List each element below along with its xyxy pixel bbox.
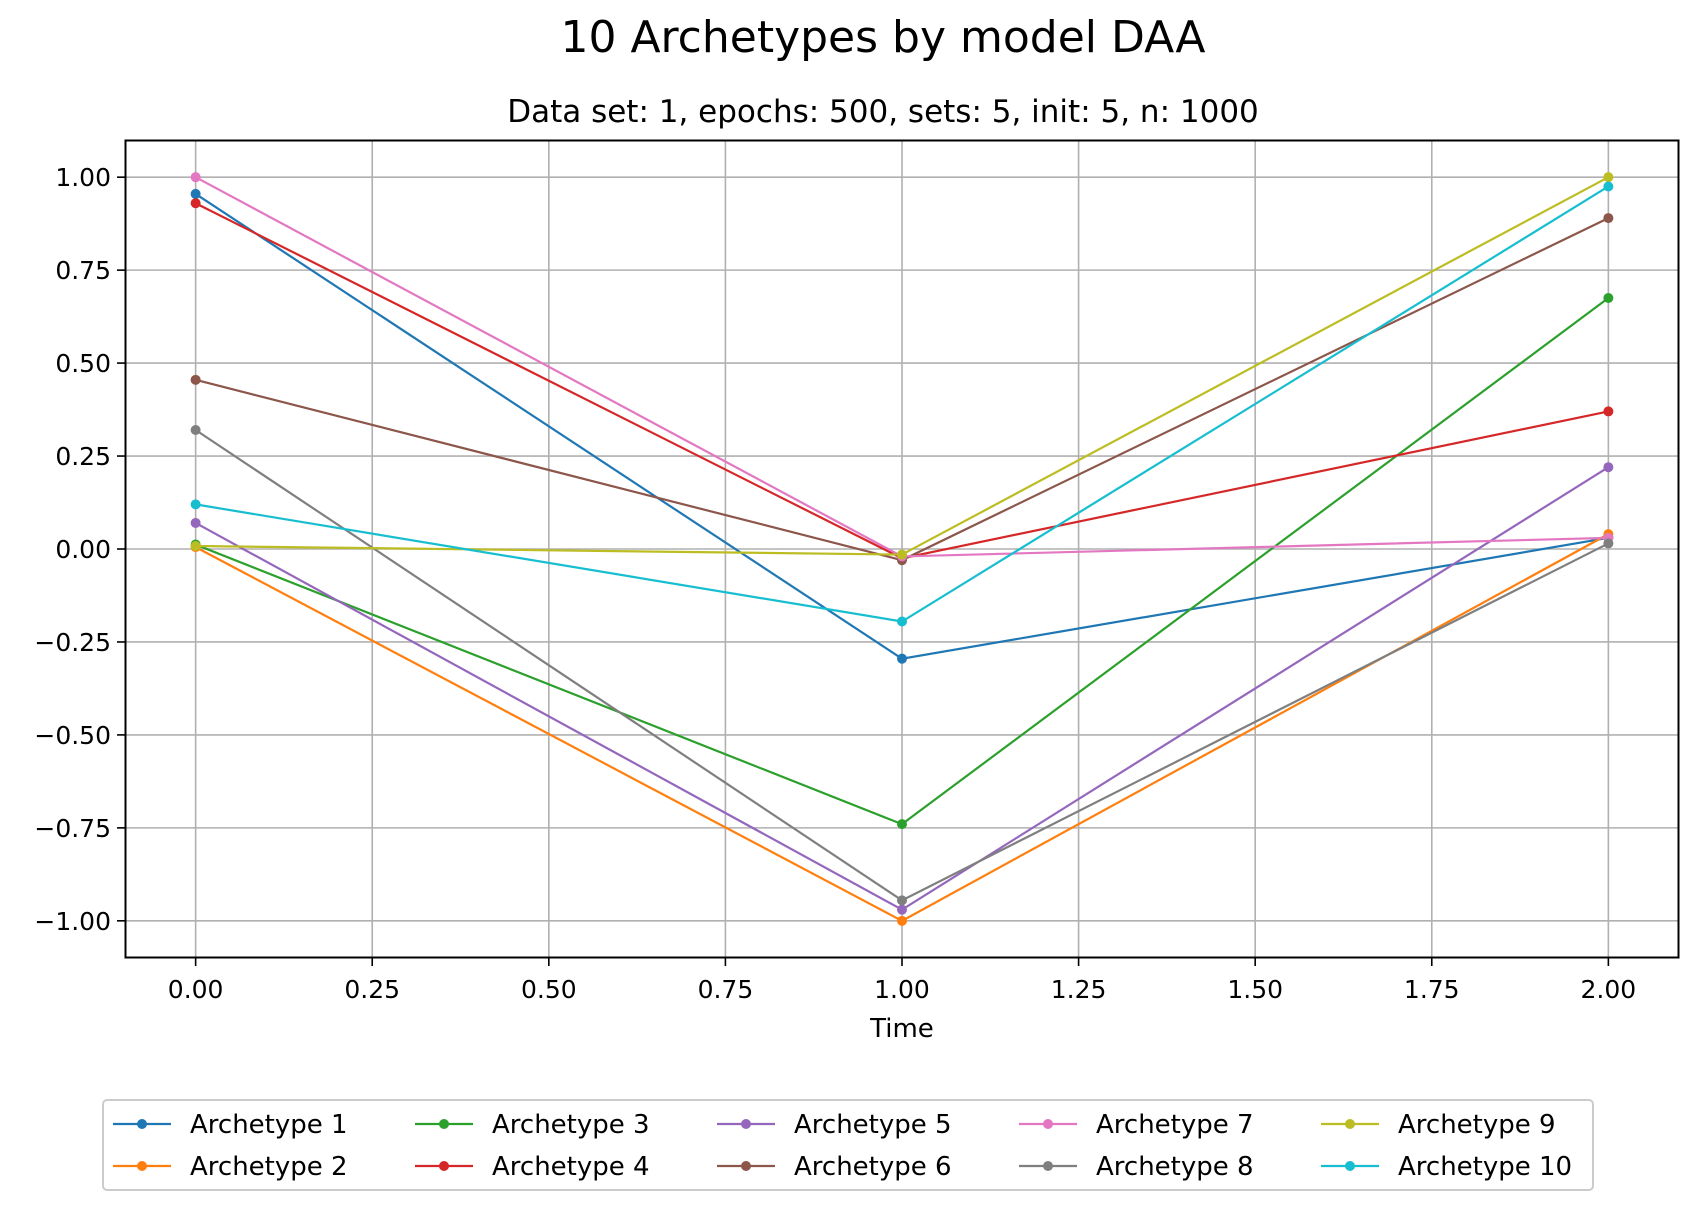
chart-title: 10 Archetypes by model DAA	[560, 12, 1205, 63]
legend-item: Archetype 2	[113, 1152, 348, 1182]
legend-label: Archetype 2	[190, 1152, 348, 1182]
x-tick-label: 0.75	[698, 975, 754, 1004]
x-tick-label: 2.00	[1581, 975, 1637, 1004]
x-tick-label: 1.00	[874, 975, 930, 1004]
y-tick-label: −1.00	[34, 907, 111, 936]
legend-item: Archetype 3	[415, 1110, 650, 1140]
y-tick-label: −0.25	[34, 628, 111, 657]
y-tick-label: 0.50	[55, 349, 111, 378]
data-point	[190, 499, 201, 510]
y-tick-label: 1.00	[55, 163, 111, 192]
legend-item: Archetype 9	[1321, 1110, 1556, 1140]
chart-subtitle: Data set: 1, epochs: 500, sets: 5, init:…	[507, 94, 1259, 130]
x-tick-label: 0.50	[521, 975, 577, 1004]
data-point	[1603, 172, 1614, 183]
series-5	[190, 462, 1614, 915]
plot-area-frame	[124, 139, 1680, 959]
legend-item: Archetype 8	[1019, 1152, 1254, 1182]
data-point	[897, 904, 907, 915]
legend-label: Archetype 3	[492, 1110, 650, 1140]
axis-ticks: 0.00 0.25 0.50 0.75 1.00 1.25 1.50 1.75 2.00 1.00…	[34, 163, 1636, 1004]
x-tick-label: 1.25	[1051, 975, 1107, 1004]
x-tick-label: 0.00	[168, 975, 224, 1004]
data-point	[190, 188, 201, 199]
legend-label: Archetype 7	[1096, 1110, 1254, 1140]
legend-item: Archetype 1	[113, 1110, 348, 1140]
data-point	[897, 549, 907, 560]
y-tick-label: −0.50	[34, 721, 111, 750]
data-point	[897, 915, 907, 926]
data-point	[897, 616, 907, 627]
legend-item: Archetype 6	[717, 1152, 952, 1182]
legend-label: Archetype 8	[1096, 1152, 1254, 1182]
legend-swatch-marker	[439, 1161, 449, 1171]
data-point	[897, 895, 907, 906]
data-point	[190, 198, 201, 209]
x-tick-label: 1.75	[1404, 975, 1460, 1004]
y-tick-label: 0.00	[55, 535, 111, 564]
legend-swatch-marker	[1345, 1119, 1355, 1129]
legend-swatch-marker	[1345, 1161, 1355, 1171]
data-point	[190, 425, 201, 436]
series-8	[190, 425, 1614, 906]
legend-item: Archetype 7	[1019, 1110, 1254, 1140]
y-tick-label: −0.75	[34, 814, 111, 843]
series-9	[190, 172, 1614, 560]
legend-swatch-marker	[439, 1119, 449, 1129]
x-tick-label: 0.25	[344, 975, 400, 1004]
data-point	[1603, 462, 1614, 473]
x-tick-label: 1.50	[1227, 975, 1283, 1004]
legend: Archetype 1 Archetype 2 Archetype 3 Archety…	[102, 1099, 1594, 1191]
x-axis-label: Time	[869, 1014, 934, 1044]
legend-label: Archetype 9	[1398, 1110, 1556, 1140]
legend-swatch-marker	[1043, 1161, 1053, 1171]
data-point	[190, 172, 201, 183]
legend-frame	[102, 1099, 1594, 1191]
legend-label: Archetype 10	[1398, 1152, 1572, 1182]
legend-swatch-marker	[741, 1161, 751, 1171]
legend-label: Archetype 5	[794, 1110, 952, 1140]
y-tick-label: 0.75	[55, 256, 111, 285]
legend-swatch-marker	[1043, 1119, 1053, 1129]
legend-item: Archetype 5	[717, 1110, 952, 1140]
data-point	[190, 541, 201, 552]
legend-label: Archetype 1	[190, 1110, 348, 1140]
legend-swatch-marker	[137, 1119, 147, 1129]
data-point	[190, 517, 201, 528]
data-point	[1603, 181, 1614, 192]
legend-label: Archetype 4	[492, 1152, 650, 1182]
legend-item: Archetype 10	[1321, 1152, 1572, 1182]
data-point	[1603, 293, 1614, 304]
data-point	[1603, 213, 1614, 224]
legend-item: Archetype 4	[415, 1152, 650, 1182]
data-point	[1603, 538, 1614, 549]
data-point	[190, 374, 201, 385]
y-tick-label: 0.25	[55, 442, 111, 471]
data-point	[897, 653, 907, 664]
series-lines	[190, 172, 1614, 926]
legend-label: Archetype 6	[794, 1152, 952, 1182]
data-point	[897, 819, 907, 830]
series-10	[190, 181, 1614, 627]
data-point	[1603, 406, 1614, 417]
legend-swatch-marker	[741, 1119, 751, 1129]
legend-swatch-marker	[137, 1161, 147, 1171]
